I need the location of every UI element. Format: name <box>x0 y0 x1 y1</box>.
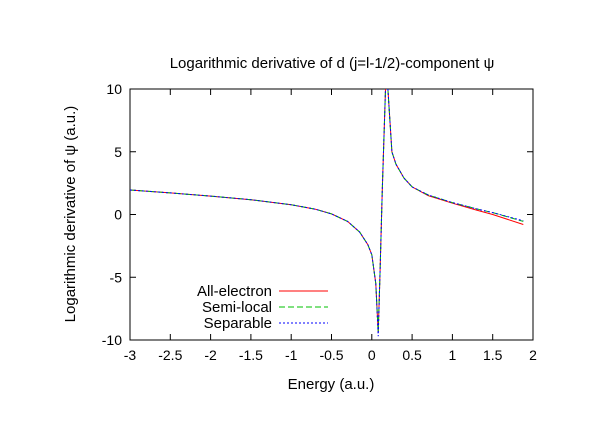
x-tick-label: 1 <box>449 347 457 363</box>
x-tick-label: -1 <box>285 347 298 363</box>
x-axis-title: Energy (a.u.) <box>288 376 375 393</box>
y-tick-label: 5 <box>114 144 122 160</box>
plot-area <box>129 88 534 341</box>
y-tick-label: -5 <box>110 269 123 285</box>
series-line-1-segment-1 <box>387 89 524 222</box>
legend-label: Semi-local <box>202 299 272 316</box>
x-tick-label: 0 <box>368 347 376 363</box>
series-layer <box>130 89 524 337</box>
x-tick-label: -3 <box>124 347 137 363</box>
y-tick-label: 0 <box>114 207 122 223</box>
legend-label: Separable <box>204 315 272 332</box>
ticks-layer: -3 -2.5 -2 -1.5 -1 -0.5 0 0.5 1 1.5 2 10 5 0 -5 -10 <box>102 81 537 363</box>
x-tick-label: 2 <box>529 347 537 363</box>
chart-title: Logarithmic derivative of d (j=l-1/2)-co… <box>170 55 495 72</box>
y-tick-label: 10 <box>106 81 122 97</box>
y-axis-title: Logarithmic derivative of ψ (a.u.) <box>62 106 79 323</box>
series-line-0-segment-1 <box>387 89 524 225</box>
series-line-2-segment-0 <box>130 89 386 337</box>
x-tick-label: -1.5 <box>239 347 263 363</box>
x-tick-label: -2 <box>204 347 217 363</box>
series-line-2-segment-1 <box>387 89 524 222</box>
x-tick-label: 1.5 <box>483 347 503 363</box>
legend-label: All-electron <box>197 283 272 300</box>
x-tick-label: 0.5 <box>402 347 422 363</box>
x-tick-label: -0.5 <box>319 347 343 363</box>
x-tick-label: -2.5 <box>158 347 182 363</box>
plot-frame <box>129 88 534 341</box>
y-tick-label: -10 <box>102 332 122 348</box>
